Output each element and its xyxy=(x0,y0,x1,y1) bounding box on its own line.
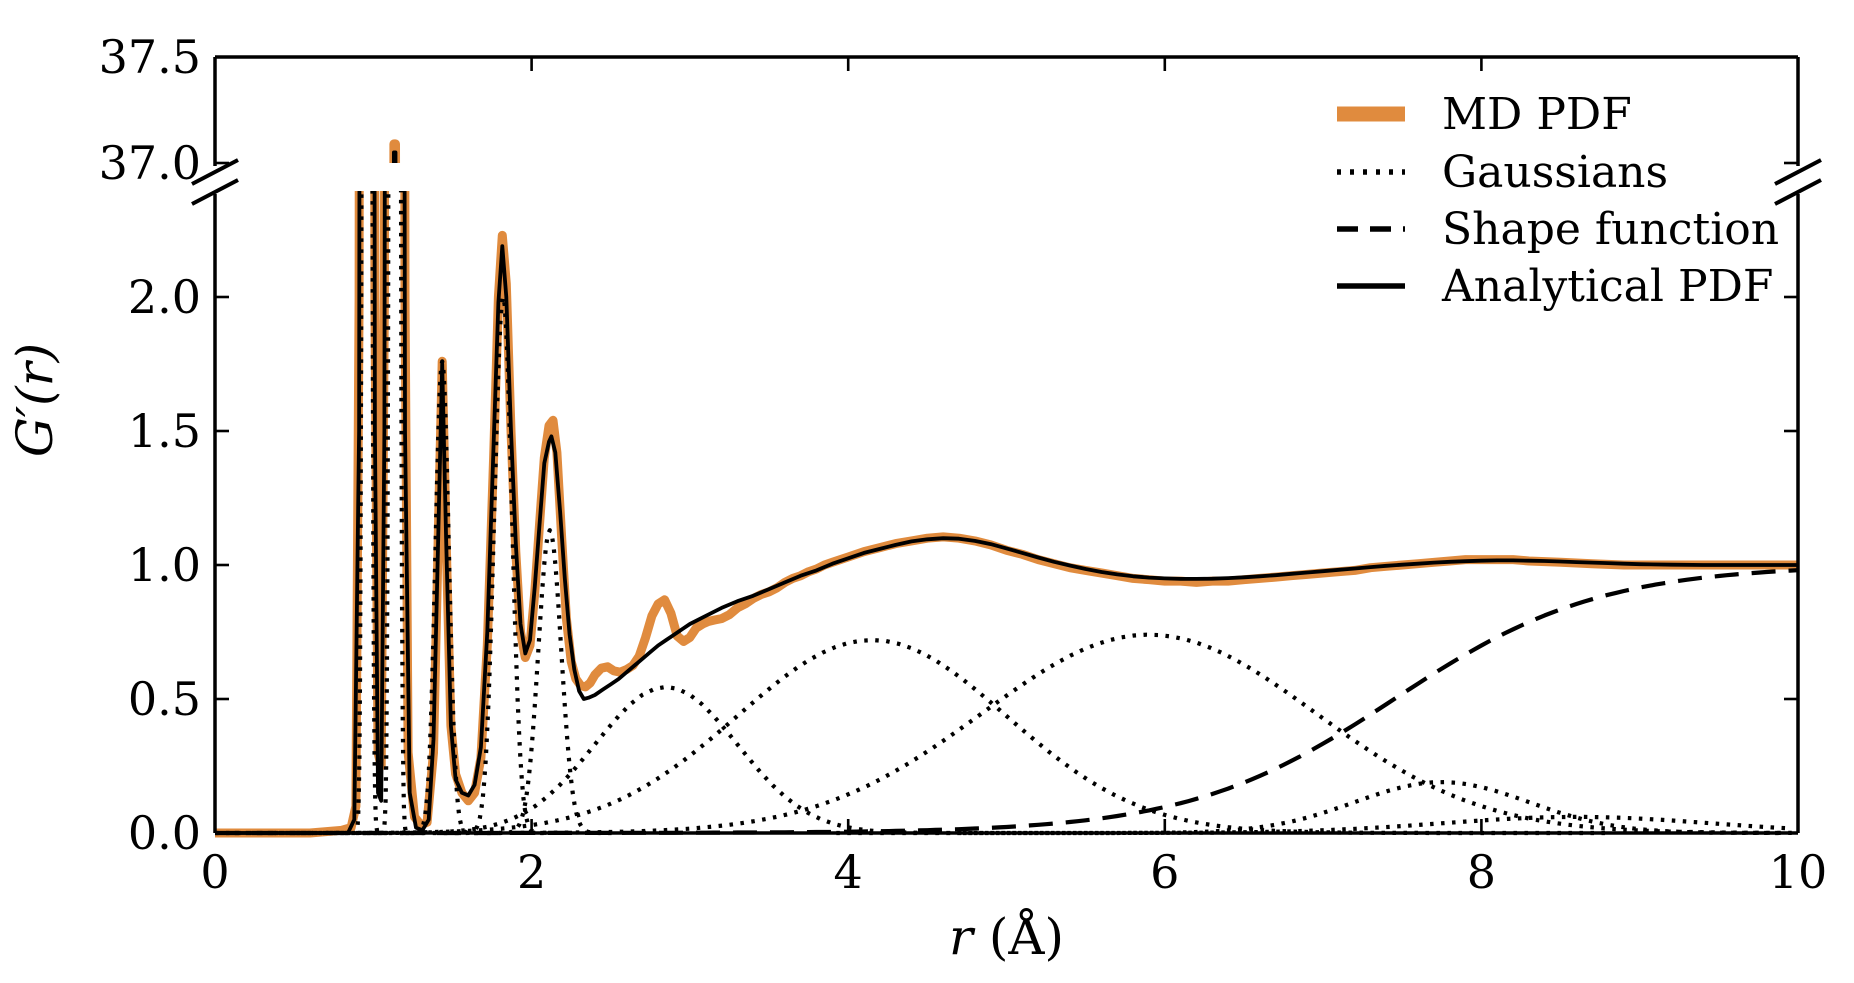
series-gaussians xyxy=(215,191,1793,836)
axis-break-mark-left xyxy=(191,178,239,206)
legend-label-analytical-pdf: Analytical PDF xyxy=(1441,261,1773,312)
x-tick-label-2: 2 xyxy=(517,845,546,899)
x-tick-label-8: 8 xyxy=(1467,845,1496,899)
x-tick-label-0: 0 xyxy=(200,845,229,899)
x-tick-label-10: 10 xyxy=(1769,845,1828,899)
y-tick-label-37.0: 37.0 xyxy=(99,136,201,190)
y-tick-label-37.5: 37.5 xyxy=(99,30,201,84)
x-tick-label-4: 4 xyxy=(834,845,863,899)
axis-break-mark-right xyxy=(1774,178,1822,206)
y-tick-label-0.0: 0.0 xyxy=(128,806,201,860)
y-tick-label-0.5: 0.5 xyxy=(128,672,201,726)
y-axis-label: G′(r) xyxy=(6,343,64,457)
ticks xyxy=(213,55,1800,835)
legend-label-gaussians: Gaussians xyxy=(1442,147,1668,198)
legend-label-md-pdf: MD PDF xyxy=(1442,89,1632,140)
legend-label-shape-function: Shape function xyxy=(1442,204,1779,255)
axis-break-mark-right xyxy=(1774,158,1822,186)
series-analytical-pdf xyxy=(215,191,1798,835)
x-tick-label-6: 6 xyxy=(1150,845,1179,899)
legend: MD PDF Gaussians Shape function Analytical … xyxy=(1337,89,1779,312)
y-tick-label-1.5: 1.5 xyxy=(128,404,201,458)
y-tick-label-2.0: 2.0 xyxy=(128,270,201,324)
y-tick-label-1.0: 1.0 xyxy=(128,538,201,592)
axis-break-mark-left xyxy=(191,158,239,186)
x-axis-label: r (Å) xyxy=(949,907,1064,966)
